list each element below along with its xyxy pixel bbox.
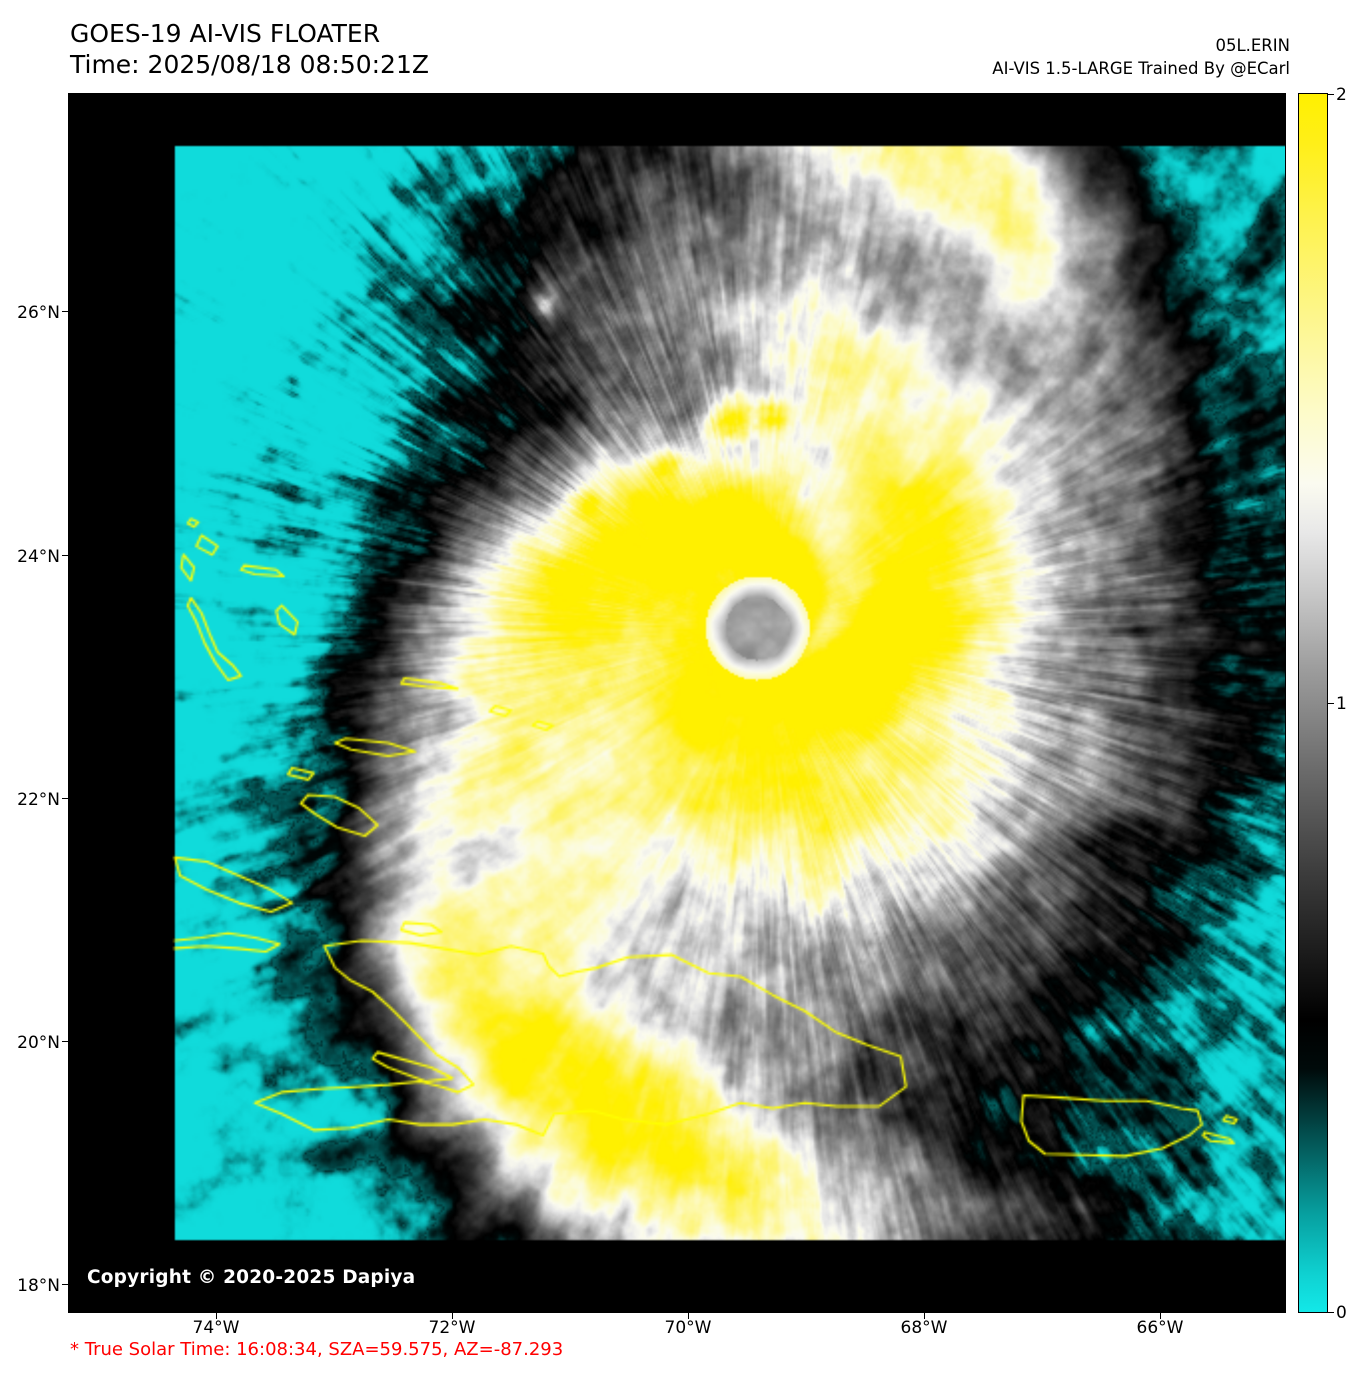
colorbar-label-mid: 1: [1336, 694, 1347, 714]
satellite-image-panel[interactable]: Copyright © 2020-2025 Dapiya: [68, 93, 1286, 1313]
y-tick-label-22N: 22°N: [17, 790, 60, 810]
colorbar-label-max: 2: [1336, 85, 1347, 105]
y-tick-mark: [62, 555, 68, 556]
header-left: GOES-19 AI-VIS FLOATER Time: 2025/08/18 …: [70, 18, 770, 80]
x-tick-mark: [1160, 1313, 1161, 1319]
x-tick-label-68W: 68°W: [900, 1318, 948, 1338]
y-tick-label-26N: 26°N: [17, 303, 60, 323]
y-tick-label-24N: 24°N: [17, 547, 60, 567]
x-tick-label-72W: 72°W: [428, 1318, 476, 1338]
colorbar-tick: [1328, 703, 1334, 704]
y-tick-label-20N: 20°N: [17, 1033, 60, 1053]
x-tick-label-74W: 74°W: [192, 1318, 240, 1338]
satellite-heatmap-canvas[interactable]: [69, 94, 1285, 1312]
y-tick-mark: [62, 1284, 68, 1285]
x-tick-label-66W: 66°W: [1136, 1318, 1184, 1338]
x-tick-label-70W: 70°W: [664, 1318, 712, 1338]
model-credit-label: AI-VIS 1.5-LARGE Trained By @ECarl: [992, 59, 1290, 78]
y-tick-mark: [62, 311, 68, 312]
header-right: 05L.ERIN AI-VIS 1.5-LARGE Trained By @EC…: [992, 34, 1290, 80]
colorbar[interactable]: [1298, 93, 1328, 1313]
colorbar-tick: [1328, 1312, 1334, 1313]
y-tick-label-18N: 18°N: [17, 1276, 60, 1296]
solar-geometry-note: * True Solar Time: 16:08:34, SZA=59.575,…: [70, 1339, 564, 1360]
y-tick-mark: [62, 1041, 68, 1042]
x-tick-mark: [452, 1313, 453, 1319]
timestamp-label: Time: 2025/08/18 08:50:21Z: [70, 50, 429, 79]
copyright-watermark: Copyright © 2020-2025 Dapiya: [78, 1263, 425, 1293]
x-tick-mark: [216, 1313, 217, 1319]
colorbar-label-min: 0: [1336, 1303, 1347, 1323]
y-tick-mark: [62, 798, 68, 799]
colorbar-tick: [1328, 94, 1334, 95]
x-tick-mark: [924, 1313, 925, 1319]
page-title: GOES-19 AI-VIS FLOATER: [70, 19, 381, 48]
storm-id-label: 05L.ERIN: [1215, 36, 1290, 55]
x-tick-mark: [688, 1313, 689, 1319]
